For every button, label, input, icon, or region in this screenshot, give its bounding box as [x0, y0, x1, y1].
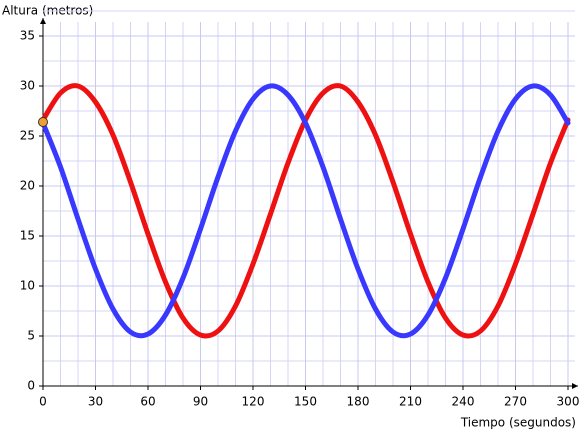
x-tick-label: 30: [88, 395, 103, 409]
point-marker: [38, 117, 48, 127]
x-tick-label: 240: [452, 395, 475, 409]
x-tick-label: 0: [39, 395, 47, 409]
y-tick-label: 25: [20, 129, 35, 143]
x-tick-label: 180: [347, 395, 370, 409]
x-axis-arrow: [572, 383, 578, 389]
y-tick-label: 10: [20, 279, 35, 293]
y-tick-label: 5: [27, 329, 35, 343]
x-axis-label: Tiempo (segundos): [460, 416, 576, 430]
y-tick-label: 20: [20, 179, 35, 193]
y-tick-label: 35: [20, 29, 35, 43]
y-tick-label: 15: [20, 229, 35, 243]
x-tick-label: 210: [399, 395, 422, 409]
x-tick-label: 90: [193, 395, 208, 409]
x-tick-label: 270: [504, 395, 527, 409]
x-tick-label: 300: [557, 395, 580, 409]
y-tick-label: 0: [27, 379, 35, 393]
x-tick-label: 120: [242, 395, 265, 409]
y-axis-arrow: [40, 18, 46, 24]
series-line: [40, 83, 571, 339]
x-tick-label: 150: [294, 395, 317, 409]
y-tick-label: 30: [20, 79, 35, 93]
x-tick-label: 60: [140, 395, 155, 409]
